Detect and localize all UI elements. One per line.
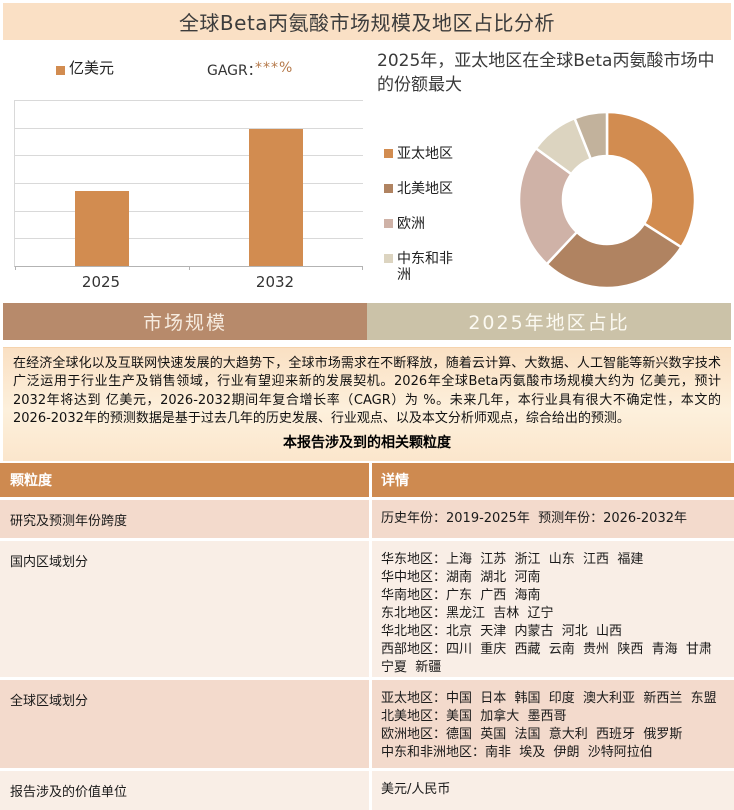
table-header-row: 颗粒度 详情 (0, 463, 734, 497)
donut-segment-欧洲 (517, 147, 579, 266)
row-label-cell: 报告涉及的价值单位 (0, 771, 369, 810)
gridline (15, 183, 363, 184)
column-divider (369, 463, 372, 497)
bar-chart-plot (14, 100, 363, 270)
gridline (15, 127, 363, 129)
cagr-label: GAGR： (207, 63, 262, 79)
donut-chart-title: 2025年，亚太地区在全球Beta丙氨酸市场中的份额最大 (377, 51, 715, 95)
tab-region-share[interactable]: 2025年地区占比 (367, 303, 731, 340)
gridline (15, 155, 363, 157)
donut-segment-unlabeled (573, 110, 609, 161)
legend-label: 欧洲 (397, 216, 425, 233)
gridline (15, 100, 363, 101)
tab-market-size[interactable]: 市场规模 (3, 303, 367, 340)
column-divider (369, 680, 372, 768)
section-tabs: 市场规模 2025年地区占比 (3, 303, 731, 340)
legend-swatch-icon (384, 149, 393, 158)
bar-legend-swatch-icon (56, 66, 65, 75)
row-detail-cell: 华东地区：上海 江苏 浙江 山东 江西 福建 华中地区：湖南 湖北 河南 华南地… (372, 541, 734, 677)
bar-x-label: 2032 (255, 273, 295, 291)
donut-legend-item: 中东和非洲 (384, 251, 462, 283)
summary-section: 在经济全球化以及互联网快速发展的大趋势下，全球市场需求在不断释放，随着云计算、大… (3, 347, 731, 461)
table-row: 研究及预测年份跨度 历史年份：2019-2025年 预测年份：2026-2032年 (0, 500, 734, 538)
table-body: 研究及预测年份跨度 历史年份：2019-2025年 预测年份：2026-2032年… (0, 500, 734, 810)
legend-label: 亚太地区 (397, 146, 453, 162)
x-axis-tick (362, 266, 363, 270)
row-detail-cell: 美元/人民币 (372, 771, 734, 810)
donut-legend-item: 北美地区 (384, 181, 462, 197)
legend-label: 中东和非洲 (397, 251, 453, 284)
bar-2032 (249, 129, 303, 266)
x-axis-tick (189, 266, 190, 270)
legend-swatch-icon (384, 184, 393, 194)
table-row: 报告涉及的价值单位 美元/人民币 (0, 771, 734, 810)
x-axis-tick (15, 266, 16, 270)
gridline (15, 238, 363, 240)
column-divider (369, 771, 372, 810)
column-divider (369, 500, 372, 538)
row-label-cell: 国内区域划分 (0, 541, 369, 677)
table-header-detail: 详情 (372, 463, 734, 497)
granularity-table: 颗粒度 详情 研究及预测年份跨度 历史年份：2019-2025年 预测年份：202… (0, 463, 734, 810)
donut-legend-item: 亚太地区 (384, 146, 462, 162)
cagr-masked-value: ***% (255, 60, 294, 76)
tab-market-size-label: 市场规模 (142, 312, 227, 334)
row-detail-cell: 历史年份：2019-2025年 预测年份：2026-2032年 (372, 500, 734, 538)
donut-legend: 亚太地区北美地区欧洲中东和非洲 (384, 146, 462, 283)
legend-swatch-icon (384, 254, 393, 264)
tab-region-share-label: 2025年地区占比 (468, 312, 630, 334)
column-divider (369, 541, 372, 677)
table-row: 国内区域划分 华东地区：上海 江苏 浙江 山东 江西 福建 华中地区：湖南 湖北 … (0, 541, 734, 677)
granularity-table-title: 本报告涉及到的相关颗粒度 (283, 434, 451, 451)
table-row: 全球区域划分 亚太地区：中国 日本 韩国 印度 澳大利亚 新西兰 东盟 北美地区：… (0, 680, 734, 768)
donut-legend-item: 欧洲 (384, 216, 462, 232)
table-header-granularity: 颗粒度 (0, 463, 369, 497)
bar-legend-label: 亿美元 (69, 59, 115, 77)
summary-paragraph: 在经济全球化以及互联网快速发展的大趋势下，全球市场需求在不断释放，随着云计算、大… (13, 356, 721, 427)
donut-segment-亚太地区 (605, 110, 697, 249)
row-detail-cell: 亚太地区：中国 日本 韩国 印度 澳大利亚 新西兰 东盟 北美地区：美国 加拿大… (372, 680, 734, 768)
donut-segment-北美地区 (545, 222, 683, 290)
row-label-cell: 研究及预测年份跨度 (0, 500, 369, 538)
row-label-cell: 全球区域划分 (0, 680, 369, 768)
legend-label: 北美地区 (397, 181, 453, 198)
page-title: 全球Beta丙氨酸市场规模及地区占比分析 (178, 11, 556, 35)
donut-chart (517, 110, 697, 290)
page-header: 全球Beta丙氨酸市场规模及地区占比分析 (3, 3, 731, 40)
gridline (15, 210, 363, 212)
legend-swatch-icon (384, 219, 393, 229)
bar-x-label: 2025 (81, 273, 121, 291)
bar-2025 (75, 191, 129, 266)
